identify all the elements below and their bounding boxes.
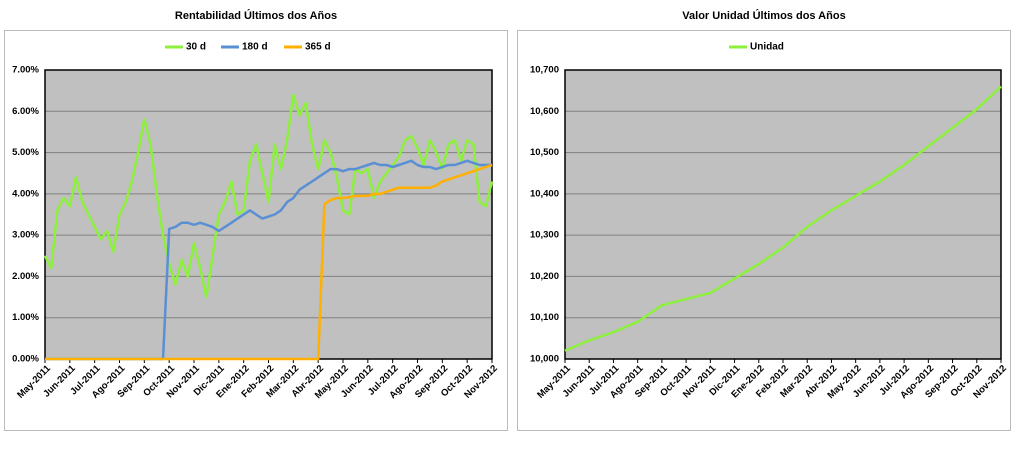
plot-area bbox=[565, 70, 1001, 359]
y-tick-label: 10,000 bbox=[530, 354, 559, 365]
series-line bbox=[45, 163, 493, 361]
y-tick-label: 10,100 bbox=[530, 312, 559, 323]
legend-label: 180 d bbox=[242, 42, 268, 53]
y-tick-label: 7.00% bbox=[12, 65, 39, 76]
y-tick-label: 6.00% bbox=[12, 106, 39, 117]
y-tick-label: 4.00% bbox=[12, 188, 39, 199]
y-tick-label: 10,300 bbox=[530, 230, 559, 241]
legend-label: 365 d bbox=[305, 42, 331, 53]
y-tick-label: 0.00% bbox=[12, 354, 39, 365]
chart-title: Rentabilidad Últimos dos Años bbox=[175, 9, 337, 22]
y-tick-label: 10,200 bbox=[530, 271, 559, 282]
y-tick-label: 3.00% bbox=[12, 230, 39, 241]
series-line bbox=[43, 93, 494, 299]
legend-label: 30 d bbox=[186, 42, 206, 53]
y-tick-label: 10,500 bbox=[530, 147, 559, 158]
plot-area bbox=[45, 70, 492, 359]
series-line bbox=[564, 85, 1002, 352]
y-tick-label: 10,600 bbox=[530, 106, 559, 117]
y-tick-label: 10,700 bbox=[530, 65, 559, 76]
y-tick-label: 5.00% bbox=[12, 147, 39, 158]
y-tick-label: 1.00% bbox=[12, 312, 39, 323]
y-tick-label: 10,400 bbox=[530, 188, 559, 199]
y-tick-label: 2.00% bbox=[12, 271, 39, 282]
chart-title: Valor Unidad Últimos dos Años bbox=[682, 9, 845, 22]
legend-label: Unidad bbox=[750, 42, 784, 53]
